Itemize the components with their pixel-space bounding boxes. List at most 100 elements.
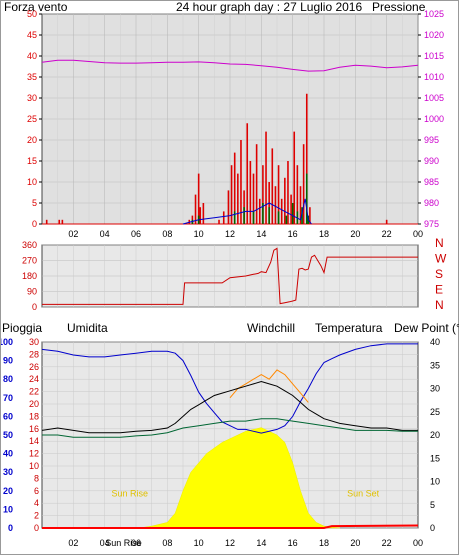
x-tick-label: 06	[131, 538, 141, 548]
temp-tick-label: 35	[430, 360, 440, 370]
wind-tick-label: 45	[27, 30, 37, 40]
pressure-tick-label: 1015	[424, 51, 444, 61]
temp-tick-label: 5	[430, 500, 435, 510]
temp-tick-label: 15	[430, 453, 440, 463]
x-tick-label: 20	[350, 229, 360, 239]
rain-tick-label: 24	[29, 374, 39, 384]
rain-tick-label: 22	[29, 387, 39, 397]
pressure-tick-label: 980	[424, 198, 439, 208]
x-tick-label: 16	[288, 538, 298, 548]
compass-label: N	[435, 236, 444, 250]
x-tick-label: 02	[68, 229, 78, 239]
x-tick-label: 22	[382, 538, 392, 548]
wind-tick-label: 5	[32, 198, 37, 208]
temp-tick-label: 0	[430, 523, 435, 533]
wind-tick-label: 50	[27, 9, 37, 19]
humidity-tick-label: 20	[3, 486, 13, 496]
wind-avg-line	[182, 198, 312, 225]
wind-pressure-panel: Forza vento 24 hour graph day : 27 Lugli…	[4, 1, 444, 239]
x-tick-label: 00	[413, 229, 423, 239]
x-tick-label: 22	[382, 229, 392, 239]
x-tick-label: 16	[288, 229, 298, 239]
x-tick-label: 12	[225, 538, 235, 548]
sunrise-tick-label: Sun Rise	[105, 538, 142, 548]
pressure-axis-title: Pressione	[372, 1, 426, 14]
x-tick-label: 14	[256, 538, 266, 548]
pressure-line	[41, 59, 419, 72]
chart-title: 24 hour graph day : 27 Luglio 2016	[176, 1, 362, 14]
direction-tick-label: 270	[22, 256, 37, 266]
humidity-tick-label: 10	[3, 504, 13, 514]
humidity-tick-label: 90	[3, 356, 13, 366]
direction-line	[42, 247, 418, 305]
x-tick-label: 20	[350, 538, 360, 548]
rain-tick-label: 26	[29, 362, 39, 372]
compass-label: S	[435, 267, 443, 281]
x-tick-label: 08	[162, 229, 172, 239]
x-tick-label: 14	[256, 229, 266, 239]
rain-axis-title: Pioggia	[2, 321, 42, 335]
temp-tick-label: 40	[430, 337, 440, 347]
pressure-tick-label: 995	[424, 135, 439, 145]
rain-tick-label: 12	[29, 449, 39, 459]
sunset-label: Sun Set	[347, 488, 380, 498]
x-tick-label: 18	[319, 538, 329, 548]
humidity-line	[41, 343, 418, 434]
x-tick-label: 18	[319, 229, 329, 239]
pressure-tick-label: 1000	[424, 114, 444, 124]
temp-tick-label: 20	[430, 430, 440, 440]
x-tick-label: 10	[194, 229, 204, 239]
rain-tick-label: 2	[34, 511, 39, 521]
humidity-tick-label: 70	[3, 393, 13, 403]
temp-tick-label: 10	[430, 477, 440, 487]
pressure-tick-label: 1025	[424, 9, 444, 19]
temp-tick-label: 25	[430, 407, 440, 417]
dewpoint-legend: Dew Point (°C	[394, 321, 459, 335]
rain-tick-label: 8	[34, 473, 39, 483]
windchill-line	[229, 369, 309, 403]
humidity-tick-label: 0	[8, 523, 13, 533]
rain-tick-label: 14	[29, 436, 39, 446]
direction-tick-label: 360	[22, 240, 37, 250]
wind-tick-label: 15	[27, 156, 37, 166]
compass-label: N	[435, 298, 444, 312]
x-tick-label: 02	[68, 538, 78, 548]
temp-humidity-panel: Pioggia Umidita Windchill Temperatura De…	[1, 321, 459, 548]
x-tick-label: 10	[194, 538, 204, 548]
rain-tick-label: 20	[29, 399, 39, 409]
x-tick-label: 08	[162, 538, 172, 548]
humidity-tick-label: 60	[3, 411, 13, 421]
temperature-line	[41, 380, 418, 434]
humidity-tick-label: 100	[1, 337, 13, 347]
rain-tick-label: 10	[29, 461, 39, 471]
wind-tick-label: 10	[27, 177, 37, 187]
dewpoint-line	[42, 418, 418, 438]
direction-tick-label: 0	[32, 302, 37, 312]
compass-label: W	[435, 252, 447, 266]
pressure-tick-label: 990	[424, 156, 439, 166]
wind-tick-label: 0	[32, 219, 37, 229]
wind-tick-label: 30	[27, 93, 37, 103]
rain-tick-label: 4	[34, 498, 39, 508]
windchill-legend: Windchill	[247, 321, 295, 335]
wind-tick-label: 20	[27, 135, 37, 145]
humidity-tick-label: 40	[3, 449, 13, 459]
x-tick-label: 12	[225, 229, 235, 239]
pressure-tick-label: 975	[424, 219, 439, 229]
humidity-tick-label: 30	[3, 467, 13, 477]
pressure-tick-label: 1010	[424, 72, 444, 82]
x-tick-label: 04	[100, 538, 110, 548]
pressure-tick-label: 985	[424, 177, 439, 187]
humidity-tick-label: 50	[3, 430, 13, 440]
temp-tick-label: 30	[430, 384, 440, 394]
rain-tick-label: 18	[29, 411, 39, 421]
pressure-tick-label: 1020	[424, 30, 444, 40]
rain-line	[42, 524, 419, 529]
pressure-tick-label: 1005	[424, 93, 444, 103]
x-tick-label: 04	[100, 229, 110, 239]
direction-tick-label: 180	[22, 271, 37, 281]
rain-tick-label: 28	[29, 349, 39, 359]
